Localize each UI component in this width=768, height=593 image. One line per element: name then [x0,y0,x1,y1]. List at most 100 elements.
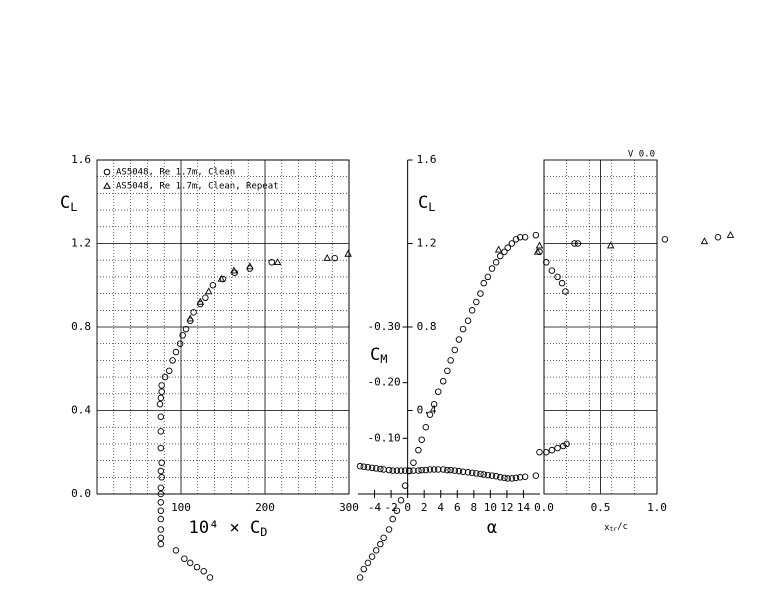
y-tick-label: 1.6 [417,153,437,166]
marker [508,240,516,247]
marker [377,465,384,473]
marker [516,474,524,481]
x-axis-label: xtr/c [604,522,628,534]
x-tick-label: -2 [384,501,397,514]
marker [512,474,520,482]
marker [415,446,422,454]
marker [464,317,472,324]
y-tick-label: 0.8 [417,320,437,333]
y2-tick-label: -0.10 [368,431,401,444]
y-tick-label: 1.2 [417,237,437,250]
marker [377,540,384,548]
marker [368,553,376,560]
y-axis-label: CL [60,193,77,214]
x-tick-label: 10 [484,501,497,514]
marker [157,540,165,548]
marker [360,463,368,470]
x-tick-label: -4 [368,501,382,514]
marker [532,472,540,479]
marker [504,244,511,251]
marker [273,258,282,266]
x-axis-label: 10⁴ × CD [189,518,268,539]
marker [410,459,417,466]
marker [661,236,669,243]
marker [397,497,405,504]
marker [157,484,165,491]
marker [521,233,529,241]
marker [393,507,401,514]
marker [508,475,516,482]
y-tick-label: 0.8 [71,320,91,333]
marker [484,273,492,281]
marker [434,466,442,473]
marker [157,526,165,533]
marker [488,265,496,272]
x-tick-label: 1.0 [647,501,667,514]
marker [574,240,582,247]
marker [562,288,569,295]
marker [477,290,484,297]
marker [172,348,180,356]
x-tick-label: 8 [471,501,478,514]
marker [447,466,454,474]
marker [494,245,503,253]
marker [473,470,480,477]
marker [468,307,476,314]
x-tick-label: 14 [517,501,531,514]
marker [372,465,380,472]
marker [444,466,451,474]
x-tick-label: 0.0 [534,501,554,514]
x-tick-label: 0 [404,501,411,514]
y-tick-label: 0.4 [417,404,437,417]
marker [356,462,364,470]
marker [364,559,372,567]
x-tick-label: 200 [255,501,275,514]
marker [700,237,709,245]
marker [190,309,197,316]
marker [444,367,451,375]
marker [268,259,275,266]
marker [356,574,364,581]
legend-label: AS5048, Re 1.7m, Clean, Repeat [116,182,279,192]
y-tick-label: 1.6 [71,153,91,166]
marker [714,233,722,241]
marker [418,436,425,443]
marker [532,231,540,239]
marker [504,475,511,482]
marker [364,464,372,471]
marker [385,466,393,474]
marker [182,325,190,333]
marker [158,388,165,395]
marker [157,428,165,435]
marker [157,515,165,523]
marker [536,449,543,456]
x-tick-label: 2 [421,501,428,514]
marker [447,357,454,364]
marker [202,294,209,302]
marker [459,325,467,333]
marker [488,472,496,479]
x-tick-label: 6 [454,501,461,514]
x-tick-label: 4 [437,501,444,514]
marker [331,254,338,262]
marker [439,466,447,473]
marker [554,273,561,281]
marker [726,231,735,238]
y2-tick-label: -0.30 [368,320,401,333]
marker [157,413,165,421]
marker [200,567,207,575]
marker [554,444,561,452]
marker [521,473,529,480]
marker [219,275,227,283]
marker [434,388,442,395]
marker [389,467,396,474]
marker [430,400,438,408]
marker [492,472,500,480]
marker [477,470,484,478]
marker [206,574,214,581]
marker [323,253,331,261]
x-tick-label: 0.5 [591,501,611,514]
marker [501,474,508,482]
marker [186,559,194,567]
